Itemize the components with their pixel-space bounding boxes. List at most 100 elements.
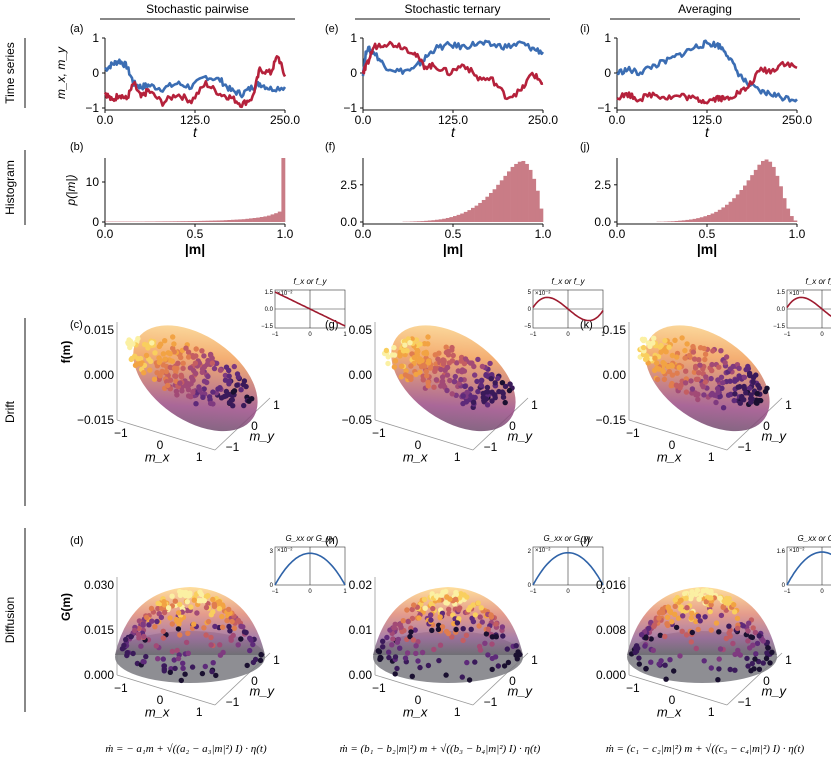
histogram-bar: [442, 218, 447, 222]
scatter-point: [715, 677, 721, 683]
scatter-point: [226, 381, 232, 387]
scatter-point: [468, 626, 474, 632]
x-axis-label: m_x: [145, 705, 170, 720]
x-axis-label: |m|: [185, 241, 205, 257]
scatter-point: [175, 610, 182, 616]
scatter-point: [675, 615, 682, 621]
scatter-point: [196, 598, 202, 604]
scatter-point: [745, 363, 751, 370]
z-tick-label: 0.016: [596, 578, 626, 592]
scatter-point: [767, 660, 773, 666]
scatter-point: [431, 646, 437, 653]
scatter-point: [688, 615, 695, 621]
x-tick-label: 125.0: [438, 113, 468, 127]
histogram-bar: [238, 219, 243, 222]
x-tick-label: −1: [626, 426, 640, 440]
inset-y-tick-label: −5: [524, 324, 532, 330]
scatter-point: [748, 399, 754, 405]
scatter-point: [695, 396, 701, 403]
scatter-point: [501, 663, 508, 669]
scatter-point: [478, 382, 484, 388]
scatter-point: [460, 637, 466, 644]
x-tick-label: 0: [157, 693, 164, 707]
scatter-point: [238, 623, 244, 629]
scatter-point: [734, 625, 741, 631]
scatter-point: [405, 618, 411, 625]
series-line-mx: [616, 39, 798, 103]
histogram-bar: [732, 198, 737, 222]
histogram-bar: [420, 221, 425, 222]
scatter-point: [697, 618, 703, 624]
scatter-point: [188, 374, 195, 381]
scatter-point: [392, 358, 399, 364]
scatter-point: [632, 649, 638, 656]
inset-x-tick-label: 1: [601, 332, 605, 338]
inset-plot: f_x or f_y×10⁻²5 0 −5 −1 0 1: [524, 277, 605, 338]
scatter-point: [476, 623, 482, 629]
histogram-bar: [249, 218, 253, 222]
scatter-point: [419, 649, 426, 656]
histogram-bar: [169, 221, 174, 222]
scatter-point: [185, 650, 191, 656]
scatter-point: [241, 402, 247, 409]
scatter-point: [493, 634, 499, 640]
histogram-bar: [471, 207, 475, 222]
scatter-point: [654, 376, 661, 383]
scatter-point: [696, 357, 702, 363]
scatter-point: [683, 632, 690, 638]
scatter-point: [673, 382, 680, 388]
scatter-point: [669, 372, 676, 378]
x-tick-label: 0: [669, 693, 676, 707]
scatter-point: [750, 625, 756, 631]
scatter-point: [169, 648, 175, 655]
scatter-point: [169, 593, 175, 599]
scatter-point: [716, 656, 722, 662]
x-tick-label: −1: [114, 681, 128, 695]
scatter-point: [745, 638, 751, 644]
scatter-point: [387, 627, 393, 633]
inset-y-tick-label: −1.5: [261, 324, 274, 330]
x-tick-label: 0: [669, 438, 676, 452]
x-tick-label: 1.0: [535, 227, 552, 241]
scatter-point: [452, 596, 459, 602]
histogram-bar: [485, 196, 490, 222]
histogram-bar: [281, 158, 286, 222]
scatter-point: [402, 655, 409, 661]
scatter-point: [227, 628, 233, 634]
scatter-point: [684, 605, 690, 611]
inset-x-tick-label: 1: [343, 589, 347, 595]
histogram-bar: [710, 213, 715, 222]
inset-title: G_xx or G_yy: [798, 534, 831, 543]
x-tick-label: 0.0: [97, 113, 114, 127]
scatter-point: [422, 363, 428, 369]
scatter-point: [643, 635, 649, 641]
histogram-panel: 2.5 0.00.0 0.5 1.0 |m|: [340, 158, 552, 257]
scatter-point: [397, 645, 403, 651]
scatter-point: [480, 390, 486, 397]
scatter-point: [243, 629, 249, 636]
scatter-point: [162, 338, 168, 344]
scatter-point: [177, 380, 183, 386]
scatter-point: [165, 382, 171, 389]
scatter-point: [717, 595, 723, 601]
inset-plot: G_xx or G_yy×10⁻²20−1 0 1: [528, 534, 606, 595]
scatter-point: [738, 395, 745, 401]
scatter-point: [753, 651, 759, 657]
scatter-point: [723, 635, 729, 642]
inset-y-tick-label: 1.5: [265, 290, 274, 296]
y-tick-label: 0: [92, 66, 99, 80]
scatter-point: [472, 612, 478, 618]
scatter-point: [413, 371, 419, 378]
scatter-point: [175, 360, 181, 366]
scatter-point: [191, 367, 197, 374]
scatter-point: [669, 380, 675, 387]
scatter-point: [499, 380, 506, 386]
z-tick-label: 0.15: [603, 323, 627, 337]
scatter-point: [211, 365, 218, 372]
scatter-point: [160, 362, 166, 368]
inset-y-tick-label: 3: [270, 549, 274, 555]
scatter-point: [437, 642, 444, 648]
scatter-point: [745, 663, 751, 669]
scatter-point: [432, 368, 438, 374]
